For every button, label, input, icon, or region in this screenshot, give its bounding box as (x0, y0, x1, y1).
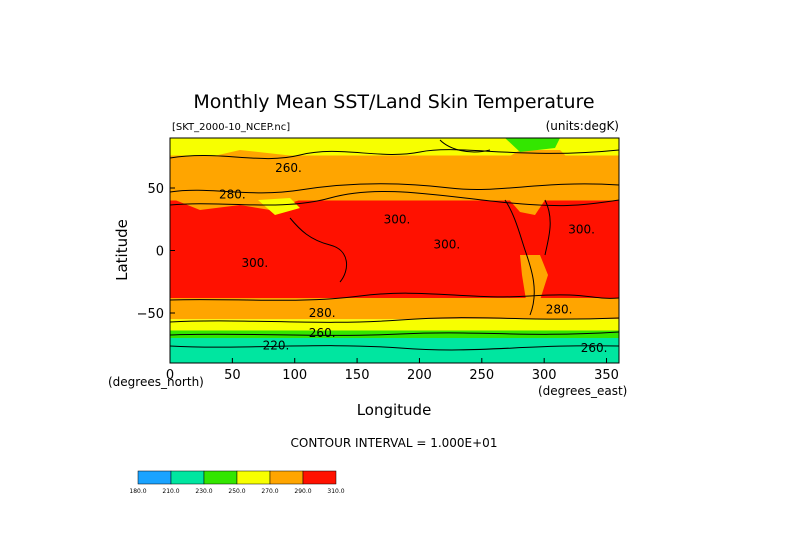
antarctica-patch (170, 340, 619, 363)
contour-label-0: 260. (275, 161, 302, 175)
x-tick-label-7: 350 (594, 368, 619, 383)
y-axis-label: Latitude (113, 219, 131, 281)
contour-label-10: 260. (581, 341, 608, 355)
x-tick-label-1: 50 (224, 368, 241, 383)
colorbar-swatch-3 (236, 470, 271, 485)
units-label: (units:degK) (546, 119, 619, 133)
contour-lines (170, 139, 619, 351)
contour-label-7: 280. (546, 302, 573, 316)
contour-label-5: 300. (568, 222, 595, 236)
colorbar-swatch-0 (137, 470, 172, 485)
y-tick-label-2: −50 (137, 307, 164, 322)
continent-patches (170, 138, 619, 363)
contour-label-6: 280. (309, 306, 336, 320)
contour-interval-label: CONTOUR INTERVAL = 1.000E+01 (291, 436, 498, 450)
colorbar-swatch-5 (302, 470, 337, 485)
y-axis-ticks: 50 0 −50 (137, 182, 175, 322)
x-tick-label-4: 200 (407, 368, 432, 383)
colorbar-level-1: 210.0 (162, 488, 179, 495)
contour-labels: 260. 280. 300. 300. 300. 300. 280. 280. 260. 220.… (219, 161, 607, 355)
x-tick-label-6: 300 (532, 368, 557, 383)
x-units-label: (degrees_east) (538, 384, 627, 398)
y-units-label: (degrees_north) (108, 375, 204, 389)
greenland-patch (505, 138, 560, 152)
y-tick-label-0: 50 (147, 182, 164, 197)
colorbar-swatch-2 (203, 470, 238, 485)
temperature-band-5 (170, 319, 619, 331)
contour-label-4: 300. (241, 256, 268, 270)
temperature-band-0 (170, 138, 619, 156)
north-america-patch (495, 150, 585, 215)
x-tick-label-3: 150 (345, 368, 370, 383)
y-tick-label-1: 0 (156, 245, 164, 260)
tibet-patch (258, 198, 300, 215)
temperature-band-4 (170, 298, 619, 320)
colorbar-level-0: 180.0 (129, 488, 146, 495)
chart-title: Monthly Mean SST/Land Skin Temperature (193, 91, 594, 113)
colorbar-level-3: 250.0 (228, 488, 245, 495)
colorbar-level-5: 290.0 (294, 488, 311, 495)
contour-label-9: 220. (263, 339, 290, 353)
x-axis-ticks: 0 50 100 150 200 250 300 350 (166, 358, 619, 383)
x-tick-label-5: 250 (469, 368, 494, 383)
colorbar-level-2: 230.0 (195, 488, 212, 495)
x-tick-label-0: 0 (166, 368, 174, 383)
contour-label-8: 260. (309, 326, 336, 340)
contour-label-1: 280. (219, 187, 246, 201)
colorbar-level-6: 310.0 (327, 488, 344, 495)
x-tick-label-2: 100 (282, 368, 307, 383)
plot-area: 260. 280. 300. 300. 300. 300. 280. 280. 260. 220.… (170, 138, 619, 363)
colorbar-swatch-4 (269, 470, 304, 485)
colorbar-level-4: 270.0 (261, 488, 278, 495)
x-axis-label: Longitude (357, 401, 432, 419)
colorbar-swatch-1 (170, 470, 205, 485)
asia-patch (175, 150, 355, 210)
contour-label-2: 300. (384, 212, 411, 226)
contour-label-3: 300. (434, 237, 461, 251)
source-file-label: [SKT_2000-10_NCEP.nc] (172, 122, 290, 133)
colorbar: 180.0 210.0 230.0 250.0 270.0 290.0 310.0 (129, 470, 345, 495)
